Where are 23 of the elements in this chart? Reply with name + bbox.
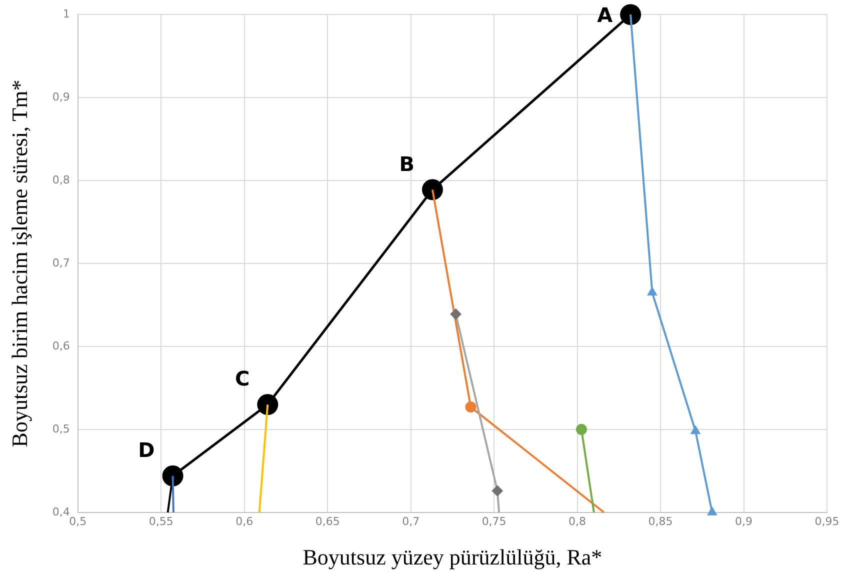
- y-tick-label: 0,8: [52, 173, 70, 186]
- y-tick-label: 1: [62, 7, 70, 20]
- x-tick-label: 0,8: [568, 514, 586, 528]
- y-tick-label: 0,4: [52, 505, 70, 518]
- y-tick-label: 0,7: [52, 256, 70, 270]
- annotation: B: [399, 152, 414, 176]
- y-tick-label: 0,5: [52, 422, 70, 436]
- x-tick-label: 0,6: [236, 514, 254, 528]
- x-tick-label: 0,55: [148, 514, 174, 528]
- annotation: C: [234, 366, 250, 391]
- y-tick-label: 0,9: [52, 90, 70, 104]
- x-tick-label: 0,65: [315, 514, 340, 528]
- x-tick-label: 0,9: [735, 514, 753, 528]
- x-tick-label: 0,7: [402, 514, 420, 528]
- x-tick-label: 0,95: [814, 514, 840, 528]
- annotation: D: [138, 438, 155, 462]
- annotation: A: [597, 2, 614, 27]
- y-tick-label: 0,6: [52, 339, 70, 352]
- y-axis-title: Boyutsuz birim hacim işleme süresi, Tm*: [6, 80, 32, 448]
- x-tick-label: 0,75: [482, 514, 506, 528]
- x-tick-label: 0,85: [648, 514, 673, 528]
- x-axis-title: Boyutsuz yüzey pürüzlülüğü, Ra*: [302, 544, 602, 570]
- x-tick-label: 0,5: [69, 514, 87, 528]
